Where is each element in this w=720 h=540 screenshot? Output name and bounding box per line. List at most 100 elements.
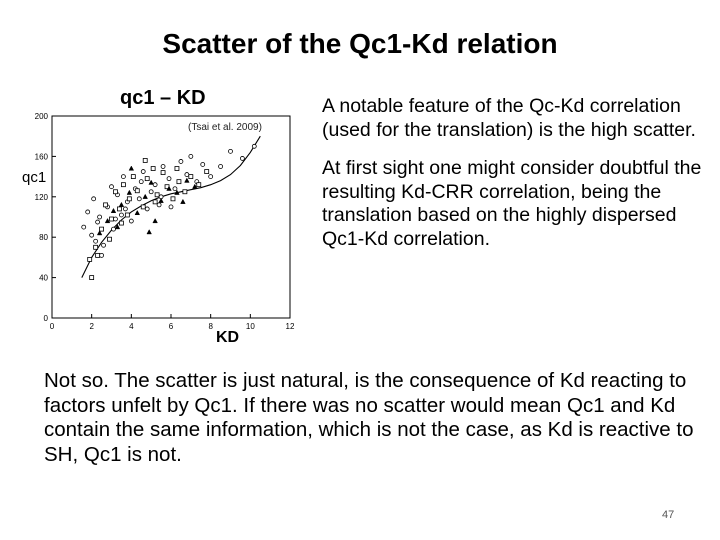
data-point-triangle — [118, 201, 125, 207]
data-point-triangle — [126, 189, 133, 195]
data-point-circle — [144, 206, 150, 212]
data-point-square — [109, 216, 114, 222]
data-point-circle — [113, 216, 118, 222]
data-point-square — [99, 226, 104, 232]
data-point-circle — [85, 209, 91, 215]
data-point-circle — [188, 154, 194, 159]
paragraph-right-2: At first sight one might consider doubtf… — [322, 157, 702, 250]
data-point-circle — [160, 164, 166, 169]
data-point-square — [103, 202, 108, 208]
data-point-circle — [97, 214, 102, 220]
data-point-circle — [121, 174, 126, 179]
x-tick-label: 2 — [89, 322, 94, 331]
data-point-triangle — [110, 207, 117, 213]
x-tick-label: 12 — [286, 322, 295, 331]
data-point-square — [142, 158, 148, 163]
data-point-triangle — [146, 229, 152, 235]
data-point-square — [119, 220, 124, 226]
data-point-triangle — [96, 230, 103, 236]
data-point-circle — [95, 219, 101, 225]
data-point-square — [124, 212, 130, 218]
x-axis-label: KD — [216, 329, 239, 346]
data-point-square — [130, 174, 136, 179]
data-point-triangle — [174, 189, 180, 195]
x-tick-label: 6 — [169, 322, 174, 331]
data-point-square — [93, 244, 99, 250]
data-point-triangle — [180, 198, 186, 204]
slide-title: Scatter of the Qc1-Kd relation — [162, 28, 558, 59]
paragraph-right-1: A notable feature of the Qc-Kd correlati… — [322, 95, 696, 141]
data-point-circle — [93, 238, 99, 244]
data-point-circle — [208, 174, 214, 179]
x-tick-label: 0 — [50, 322, 55, 331]
data-point-square — [126, 196, 132, 202]
chart-title: qc1 – KD — [120, 87, 206, 109]
data-point-square — [188, 174, 194, 179]
data-point-circle — [138, 179, 144, 185]
data-point-square — [95, 252, 101, 258]
y-tick-label: 40 — [39, 274, 48, 283]
data-point-square — [87, 257, 93, 262]
data-point-triangle — [114, 224, 121, 230]
data-point-circle — [184, 172, 190, 177]
data-point-square — [170, 196, 176, 202]
data-point-circle — [119, 212, 124, 218]
data-point-triangle — [134, 209, 141, 216]
data-point-triangle — [104, 218, 111, 224]
data-point-circle — [148, 189, 154, 195]
data-point-circle — [172, 186, 178, 192]
data-point-square — [174, 166, 180, 171]
data-point-circle — [178, 159, 184, 164]
data-point-square — [113, 189, 118, 195]
data-point-square — [154, 192, 160, 198]
x-tick-label: 10 — [246, 322, 255, 331]
data-point-circle — [101, 242, 106, 248]
paragraph-bottom: Not so. The scatter is just natural, is … — [44, 369, 694, 466]
page-number: 47 — [662, 509, 675, 521]
data-point-triangle — [152, 218, 158, 224]
data-point-circle — [140, 169, 146, 174]
data-point-square — [150, 166, 156, 171]
x-tick-label: 4 — [129, 322, 134, 331]
data-point-circle — [218, 164, 223, 169]
y-tick-label: 80 — [39, 233, 48, 242]
data-point-triangle — [142, 193, 148, 199]
data-point-square — [152, 199, 158, 205]
data-point-circle — [89, 232, 95, 238]
data-point-square — [176, 179, 182, 185]
scatter-figure: 0 2 4 6 8 10 12 0 40 80 120 160 200 qc1 – KD (Tsai et … — [20, 80, 310, 350]
y-tick-label: 120 — [35, 193, 49, 202]
data-point-triangle — [158, 197, 164, 203]
data-point-triangle — [192, 183, 198, 189]
data-point-circle — [228, 148, 233, 154]
chart-annotation: (Tsai et al. 2009) — [188, 122, 262, 133]
data-point-circle — [200, 162, 206, 167]
data-point-circle — [122, 206, 128, 212]
data-point-square — [140, 204, 146, 210]
data-point-square — [160, 170, 166, 175]
data-point-circle — [128, 218, 134, 224]
data-point-square — [134, 188, 140, 194]
data-point-triangle — [128, 165, 135, 171]
data-point-square — [121, 182, 126, 188]
data-point-circle — [91, 196, 97, 202]
data-point-triangle — [166, 185, 172, 191]
data-point-square — [204, 169, 210, 174]
data-point-circle — [99, 252, 104, 258]
data-point-circle — [81, 224, 87, 230]
y-tick-label: 160 — [35, 152, 49, 161]
data-point-triangle — [184, 177, 190, 183]
y-axis-label: qc1 — [22, 169, 46, 186]
y-tick-label: 200 — [35, 112, 49, 121]
right-text-block: A notable feature of the Qc-Kd correlati… — [322, 95, 702, 266]
data-point-circle — [168, 204, 174, 210]
data-point-circle — [166, 176, 172, 182]
data-point-circle — [109, 184, 114, 190]
data-point-circle — [136, 196, 142, 202]
x-tick-label: 8 — [208, 322, 213, 331]
data-point-square — [182, 189, 188, 195]
data-point-square — [196, 182, 202, 188]
data-point-circle — [239, 156, 245, 161]
data-point-square — [144, 176, 150, 182]
